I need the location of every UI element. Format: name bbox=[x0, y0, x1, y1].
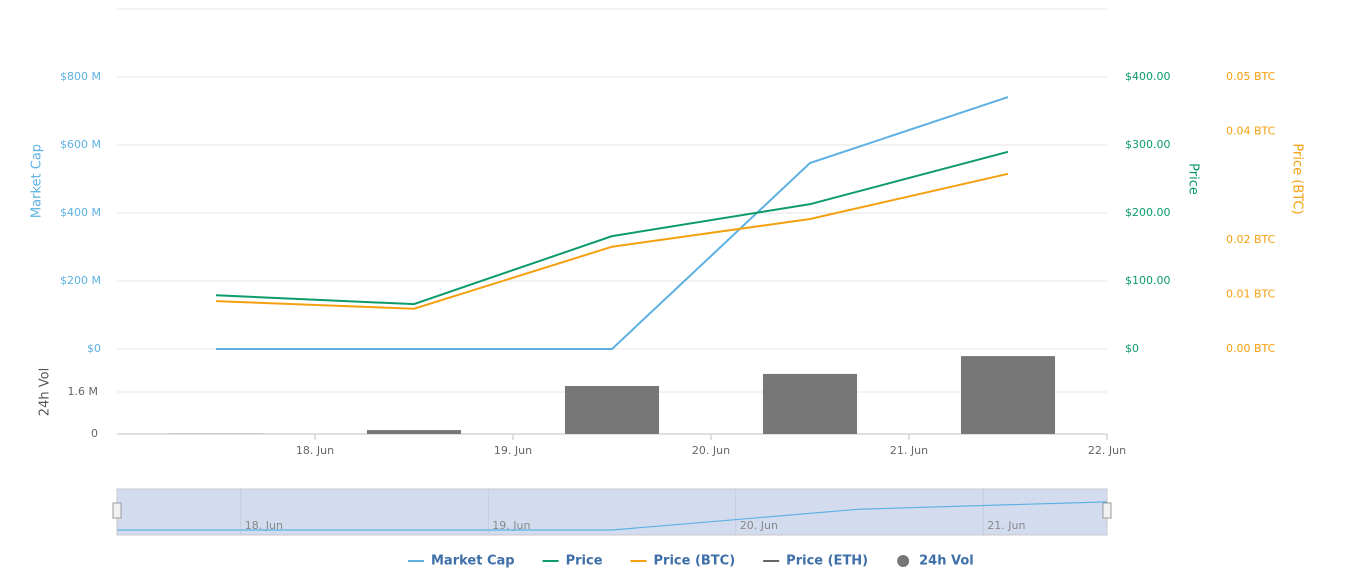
bar bbox=[564, 385, 660, 434]
navigator[interactable] bbox=[116, 488, 1108, 536]
x-tick-label: 19. Jun bbox=[494, 444, 532, 457]
x-tick-label: 22. Jun bbox=[1088, 444, 1126, 457]
navigator-tick-label: 19. Jun bbox=[492, 519, 530, 532]
y2-axis-title: Price bbox=[1186, 163, 1201, 195]
y3-axis-title: Price (BTC) bbox=[1290, 143, 1305, 214]
legend-item[interactable]: Price (ETH) bbox=[786, 554, 868, 569]
y-axis-title: Market Cap bbox=[30, 144, 45, 218]
navigator-handle[interactable] bbox=[1102, 502, 1112, 519]
bar bbox=[960, 356, 1056, 434]
legend-item[interactable]: Market Cap bbox=[431, 554, 515, 569]
y-tick-label: 0.00 BTC bbox=[1226, 342, 1276, 355]
y-tick-label: 0 bbox=[91, 427, 98, 440]
legend-symbol bbox=[897, 555, 910, 567]
navigator-handle[interactable] bbox=[112, 502, 122, 519]
y-tick-label: $100.00 bbox=[1125, 274, 1171, 287]
x-tick-label: 21. Jun bbox=[890, 444, 928, 457]
bar bbox=[762, 373, 858, 434]
y-tick-label: 0.04 BTC bbox=[1226, 124, 1276, 137]
line-series bbox=[215, 172, 1009, 310]
y-tick-label: 0.02 BTC bbox=[1226, 233, 1276, 246]
navigator-tick-label: 21. Jun bbox=[987, 519, 1025, 532]
navigator-tick-label: 20. Jun bbox=[740, 519, 778, 532]
legend-item[interactable]: 24h Vol bbox=[919, 554, 974, 569]
y-tick-label: 0.01 BTC bbox=[1226, 288, 1276, 301]
y-tick-label: 0.05 BTC bbox=[1226, 70, 1276, 83]
y-tick-label: $300.00 bbox=[1125, 138, 1171, 151]
x-tick-label: 18. Jun bbox=[296, 444, 334, 457]
y-tick-label: $400.00 bbox=[1125, 70, 1171, 83]
navigator-tick-label: 18. Jun bbox=[245, 519, 283, 532]
line-series bbox=[215, 150, 1009, 306]
y-tick-label: $600 M bbox=[60, 138, 101, 151]
line-series bbox=[216, 96, 1009, 350]
legend-item[interactable]: Price bbox=[566, 554, 603, 569]
x-tick-label: 20. Jun bbox=[692, 444, 730, 457]
legend-item[interactable]: Price (BTC) bbox=[654, 554, 736, 569]
y-tick-label: $0 bbox=[1125, 342, 1139, 355]
y-tick-label: $200 M bbox=[60, 274, 101, 287]
y-axis-title: 24h Vol bbox=[38, 368, 53, 416]
navigator-series bbox=[117, 501, 1108, 531]
y-tick-label: $200.00 bbox=[1125, 206, 1171, 219]
bar bbox=[366, 430, 462, 434]
y-tick-label: $400 M bbox=[60, 206, 101, 219]
y-tick-label: 1.6 M bbox=[68, 385, 98, 398]
y-tick-label: $0 bbox=[87, 342, 101, 355]
y-tick-label: $800 M bbox=[60, 70, 101, 83]
